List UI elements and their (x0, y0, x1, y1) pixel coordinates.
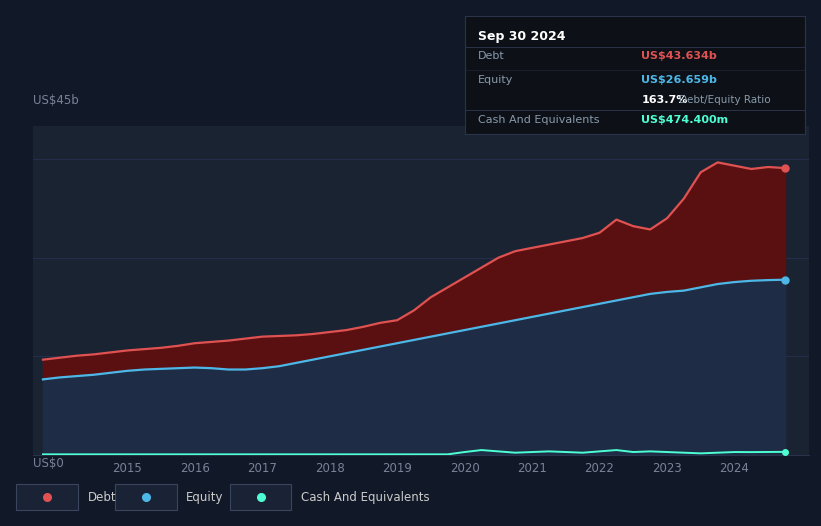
Text: 163.7%: 163.7% (641, 95, 688, 105)
Text: Cash And Equivalents: Cash And Equivalents (479, 115, 600, 125)
Text: Debt: Debt (479, 52, 505, 62)
Text: US$45b: US$45b (33, 94, 79, 106)
Text: Debt/Equity Ratio: Debt/Equity Ratio (679, 95, 770, 105)
FancyBboxPatch shape (230, 484, 291, 510)
Text: US$0: US$0 (33, 457, 63, 470)
Text: US$43.634b: US$43.634b (641, 52, 718, 62)
Text: US$26.659b: US$26.659b (641, 75, 718, 85)
Text: Sep 30 2024: Sep 30 2024 (479, 30, 566, 43)
Text: Equity: Equity (479, 75, 514, 85)
FancyBboxPatch shape (115, 484, 177, 510)
Text: Equity: Equity (186, 491, 224, 503)
Text: Cash And Equivalents: Cash And Equivalents (301, 491, 430, 503)
Text: US$474.400m: US$474.400m (641, 115, 728, 125)
Text: Debt: Debt (88, 491, 117, 503)
FancyBboxPatch shape (16, 484, 78, 510)
